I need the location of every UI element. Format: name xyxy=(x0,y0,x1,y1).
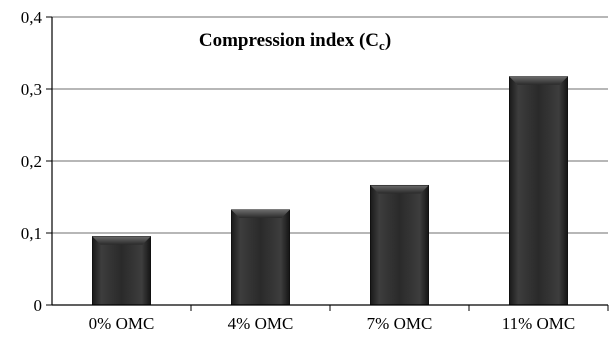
chart-title: Compression index (Cc) xyxy=(160,30,430,54)
bar-11-omc xyxy=(509,76,568,306)
x-category-label: 11% OMC xyxy=(502,314,576,333)
chart-title-text: Compression index (C xyxy=(198,30,380,51)
y-tick-label: 0,2 xyxy=(21,152,42,171)
bar xyxy=(92,236,151,306)
y-tick-label: 0,4 xyxy=(21,8,43,27)
y-tick-labels: 0 0,1 0,2 0,3 0,4 xyxy=(21,8,43,315)
bars xyxy=(92,76,568,306)
x-category-label: 0% OMC xyxy=(89,314,155,333)
bar-top-bevel xyxy=(370,185,429,194)
bar xyxy=(370,184,429,306)
x-category-labels: 0% OMC 4% OMC 7% OMC 11% OMC xyxy=(89,314,576,333)
bar-top-bevel xyxy=(231,209,290,218)
bar-top-bevel xyxy=(92,236,151,245)
y-tick-label: 0,3 xyxy=(21,80,42,99)
bar-0-omc xyxy=(92,236,151,306)
bar xyxy=(509,76,568,306)
chart-title-suffix: ) xyxy=(384,30,392,51)
bar xyxy=(231,209,290,306)
bar-7-omc xyxy=(370,184,429,306)
x-category-label: 7% OMC xyxy=(367,314,433,333)
bar-top-bevel xyxy=(509,76,568,85)
axes xyxy=(46,16,609,311)
chart-title-subscript: c xyxy=(379,38,385,53)
y-tick-label: 0,1 xyxy=(21,224,42,243)
x-category-label: 4% OMC xyxy=(228,314,294,333)
y-tick-label: 0 xyxy=(34,296,43,315)
bar-4-omc xyxy=(231,209,290,306)
